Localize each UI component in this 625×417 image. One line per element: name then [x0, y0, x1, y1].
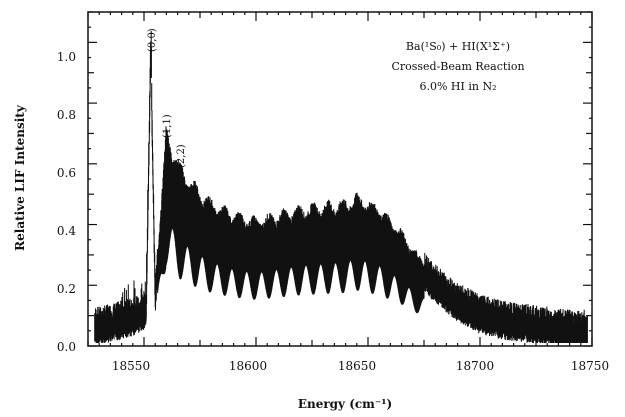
x-tick-label: 18750: [571, 359, 609, 373]
data-trace: [94, 31, 588, 343]
peak-label-2-2: (2,2): [176, 144, 187, 168]
peak-label-0-0: (0,0): [147, 28, 158, 52]
axis-ticks: [87, 11, 593, 347]
y-tick-label: 0.0: [57, 340, 76, 354]
y-tick-label: 1.0: [57, 50, 76, 64]
y-tick-label: 0.2: [57, 282, 76, 296]
x-tick-label: 18550: [112, 359, 150, 373]
peak-label-1-1: (1,1): [162, 114, 173, 138]
x-tick-label: 18650: [338, 359, 376, 373]
y-axis-label: Relative LIF Intensity: [13, 104, 27, 251]
spectrum-trace: [94, 31, 588, 343]
x-axis-label: Energy (cm⁻¹): [298, 397, 392, 411]
y-tick-label: 0.6: [57, 166, 76, 180]
annotation-method: Crossed-Beam Reaction: [391, 60, 524, 73]
y-tick-label: 0.4: [57, 224, 76, 238]
y-tick-label: 0.8: [57, 108, 76, 122]
x-tick-label: 18700: [456, 359, 494, 373]
annotation-reaction: Ba(¹S₀) + HI(X¹Σ⁺): [406, 40, 510, 53]
x-tick-label: 18600: [229, 359, 267, 373]
annotation-mixture: 6.0% HI in N₂: [419, 80, 496, 93]
